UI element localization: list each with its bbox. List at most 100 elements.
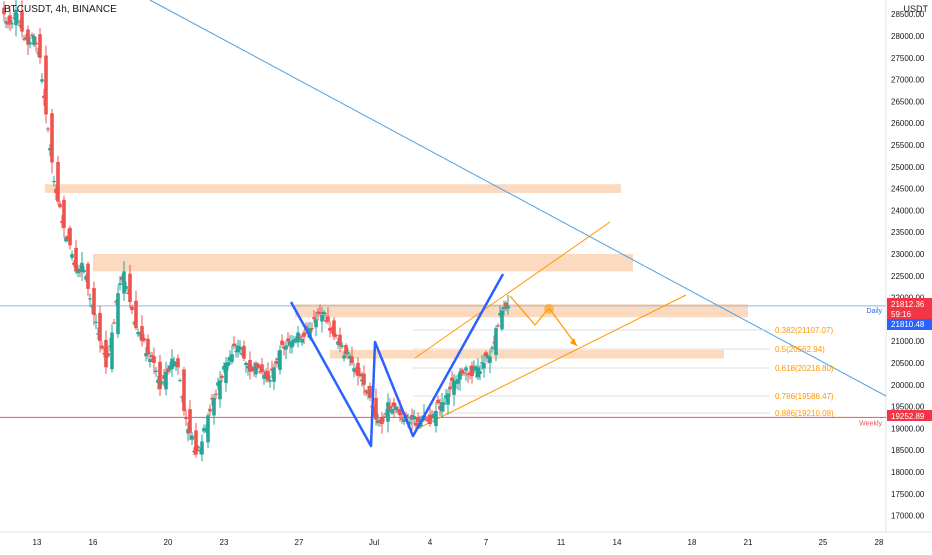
candle-body xyxy=(318,312,322,315)
candle xyxy=(216,377,220,390)
candle xyxy=(394,403,398,414)
candle xyxy=(152,347,156,374)
candle-body xyxy=(322,311,326,314)
candle xyxy=(162,368,166,387)
candle-body xyxy=(258,371,262,373)
candle xyxy=(174,361,178,372)
candle-body xyxy=(410,414,414,420)
candle-body xyxy=(268,380,272,382)
candle-body xyxy=(12,17,16,19)
price-tick-label: 20000.00 xyxy=(891,381,925,390)
candle xyxy=(274,357,278,368)
candle xyxy=(294,335,298,344)
candle xyxy=(82,266,86,274)
candle-body xyxy=(292,339,296,343)
candle-body xyxy=(384,413,388,415)
candle-body xyxy=(454,382,458,385)
candle-body xyxy=(74,247,78,272)
candle xyxy=(448,381,452,397)
candle xyxy=(214,389,218,400)
candle-body xyxy=(344,345,348,355)
candle-body xyxy=(136,332,140,335)
candle xyxy=(356,357,360,386)
candle-body xyxy=(50,113,54,163)
candle xyxy=(118,276,122,291)
candle-body xyxy=(152,356,156,363)
candle xyxy=(332,317,336,340)
candle xyxy=(44,45,48,124)
candle-body xyxy=(402,419,406,422)
candle xyxy=(64,235,68,243)
candle-body xyxy=(178,380,182,382)
candle-body xyxy=(184,417,188,419)
candle-body xyxy=(338,334,342,346)
time-tick-label: 25 xyxy=(819,538,828,547)
candle xyxy=(78,264,82,278)
symbol-title: BTCUSDT, 4h, BINANCE xyxy=(4,4,117,15)
candle-body xyxy=(88,298,92,300)
candle xyxy=(252,362,256,377)
candle xyxy=(68,225,72,250)
candle xyxy=(272,363,276,391)
candle xyxy=(110,324,114,373)
candle xyxy=(242,340,246,362)
candle-body xyxy=(298,336,302,339)
candle-body xyxy=(494,328,498,355)
candle xyxy=(496,323,500,328)
time-tick-label: 23 xyxy=(220,538,229,547)
candle-body xyxy=(408,422,412,424)
candle xyxy=(218,371,222,408)
candle xyxy=(24,33,28,41)
candle-body xyxy=(106,353,110,357)
candle-body xyxy=(96,333,100,335)
candle xyxy=(362,365,366,396)
candle xyxy=(280,334,284,348)
candle-body xyxy=(248,360,252,372)
candle xyxy=(334,333,338,339)
candle xyxy=(348,353,352,367)
candle-body xyxy=(190,435,194,440)
candle xyxy=(186,422,190,442)
candle-body xyxy=(308,328,312,339)
candle-body xyxy=(28,42,32,45)
time-tick-label: Jul xyxy=(369,538,379,547)
candle xyxy=(106,346,110,358)
candle xyxy=(368,382,372,401)
candle xyxy=(72,260,76,268)
candle-body xyxy=(388,405,392,409)
candle xyxy=(222,362,226,373)
candle-body xyxy=(294,338,298,342)
candle-body xyxy=(378,420,382,422)
candle xyxy=(350,346,354,366)
price-tick-label: 20500.00 xyxy=(891,359,925,368)
candle xyxy=(194,422,198,458)
candle-body xyxy=(458,371,462,380)
candle-body xyxy=(430,415,434,419)
candle-body xyxy=(320,315,324,322)
candle xyxy=(144,347,148,362)
candle xyxy=(492,335,496,351)
candle-body xyxy=(316,311,320,314)
candle xyxy=(316,307,320,321)
candle-body xyxy=(30,34,34,37)
candle xyxy=(4,17,8,29)
candle-body xyxy=(62,199,66,228)
candle xyxy=(364,388,368,397)
projection-path xyxy=(509,295,578,347)
candle xyxy=(444,389,448,402)
price-tick-label: 23000.00 xyxy=(891,250,925,259)
candle xyxy=(466,371,470,383)
candle-body xyxy=(182,369,186,411)
candle-body xyxy=(358,373,362,377)
candle-body xyxy=(368,385,372,398)
daily-price-badge xyxy=(887,319,932,330)
candle xyxy=(16,13,20,25)
candle-body xyxy=(92,288,96,316)
price-tick-label: 18000.00 xyxy=(891,468,925,477)
candle-body xyxy=(134,300,138,329)
price-tick-label: 26000.00 xyxy=(891,119,925,128)
candle-body xyxy=(176,358,180,368)
candle xyxy=(170,349,174,377)
